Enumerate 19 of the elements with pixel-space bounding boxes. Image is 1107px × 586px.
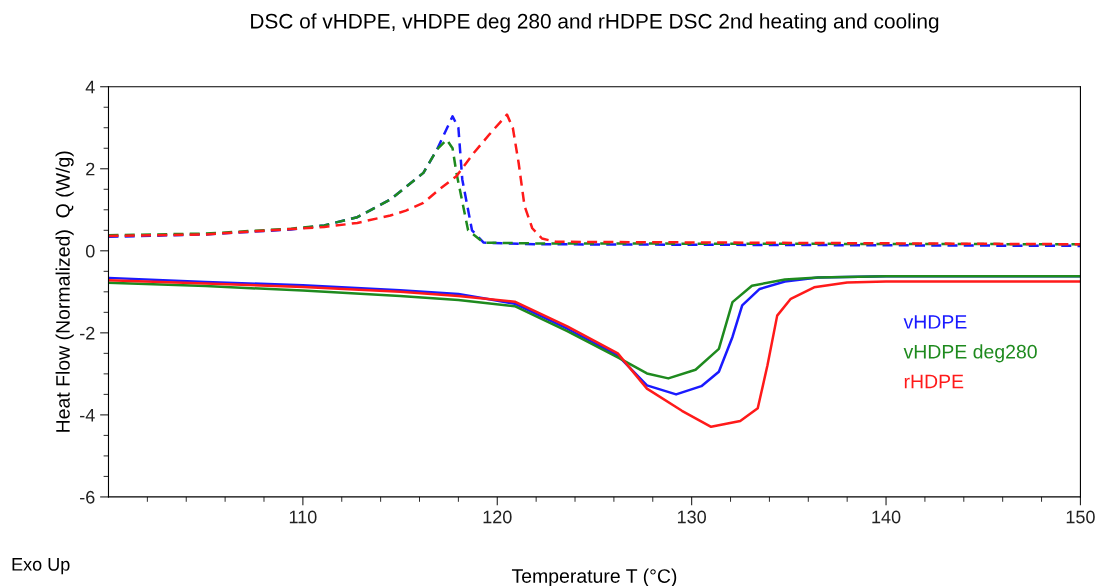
y-tick-label: -2 [80, 326, 95, 340]
x-tick-label: 130 [677, 510, 707, 524]
x-tick-label: 110 [289, 510, 317, 524]
x-axis-title: Temperature T (°C) [511, 568, 677, 586]
x-tick-label: 120 [483, 510, 512, 524]
text: vHDPE [903, 315, 967, 329]
y-tick-label: 4 [85, 80, 95, 94]
y-axis-title: Heat Flow (Normalized) Q (W/g) [55, 151, 74, 432]
y-tick-label: 2 [86, 162, 95, 176]
x-tick-label: 150 [1066, 510, 1095, 524]
text: rHDPE [904, 374, 964, 389]
y-tick-label: -4 [80, 409, 95, 422]
line-series [108, 279, 1081, 429]
text: vHDPE deg280 [903, 344, 1037, 363]
text: Exo Up [12, 558, 70, 575]
x-tick-label: 140 [872, 510, 901, 524]
chart-title: DSC of vHDPE, vHDPE deg 280 and rHDPE DSC 2nd heating and cooling [251, 13, 939, 33]
y-tick-label: 0 [85, 244, 95, 258]
y-tick-label: -6 [80, 490, 95, 504]
